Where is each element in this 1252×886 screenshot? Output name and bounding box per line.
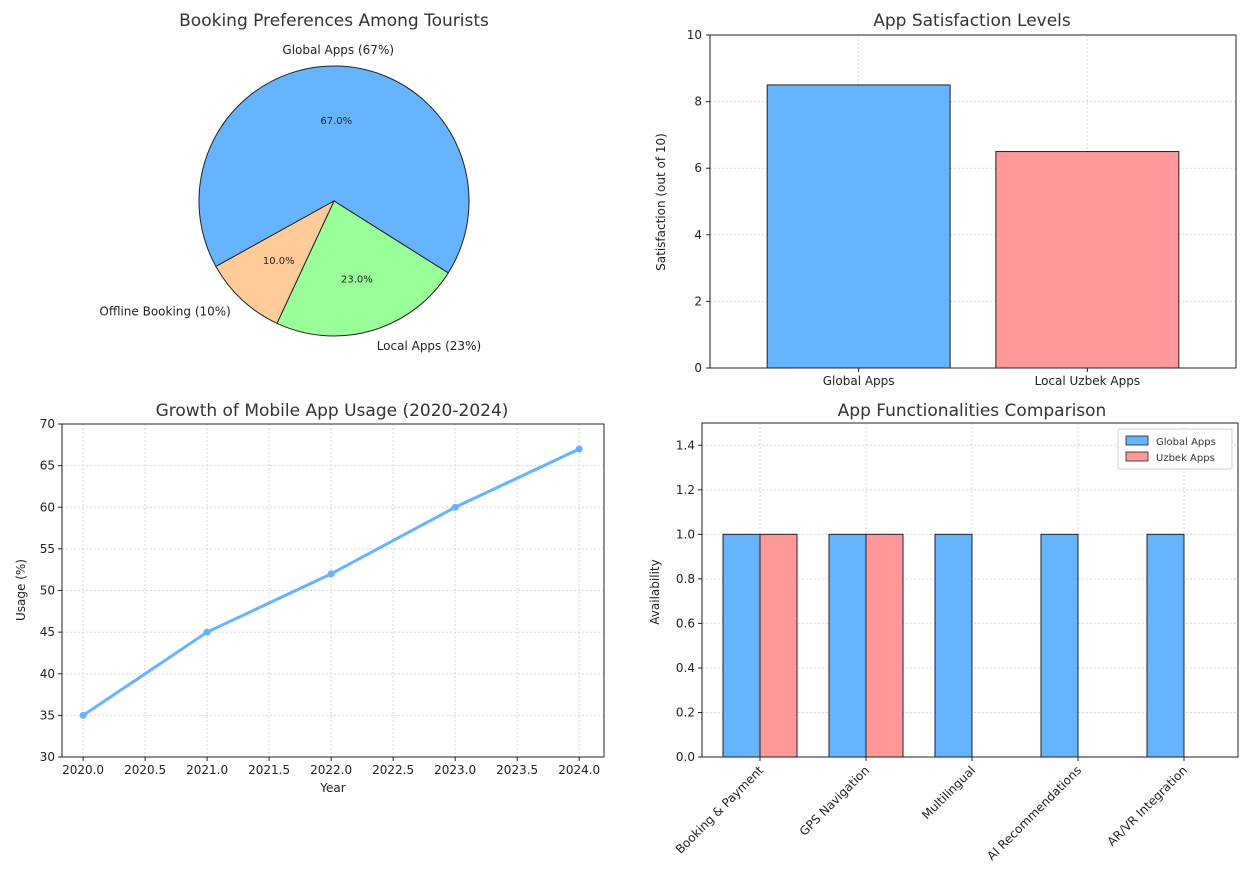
functionalities-ytick-label: 0.4 (676, 661, 695, 675)
satisfaction-ytick-label: 0 (694, 361, 702, 375)
line-xtick-label: 2021.0 (186, 763, 228, 777)
pie-pct-label-0: 67.0% (320, 116, 352, 127)
line-chart-usage-growth: Growth of Mobile App Usage (2020-2024) Y… (14, 401, 605, 795)
line-axes-frame (61, 423, 605, 758)
functionalities-ytick-label: 0.8 (676, 572, 695, 586)
line-ytick-label: 65 (40, 459, 55, 473)
satisfaction-ytick-label: 4 (694, 228, 702, 242)
line-ytick-label: 55 (40, 542, 55, 556)
pie-label-2: Offline Booking (10%) (99, 305, 230, 319)
line-point-0 (79, 711, 87, 719)
satisfaction-bar-1 (995, 151, 1180, 369)
functionalities-bar-0-2 (934, 533, 973, 758)
line-point-3 (451, 503, 459, 511)
legend-swatch-0 (1125, 435, 1149, 446)
functionalities-ytick-label: 1.4 (676, 438, 695, 452)
functionalities-title: App Functionalities Comparison (838, 401, 1107, 421)
satisfaction-xtick-label: Global Apps (823, 374, 895, 388)
functionalities-ytick-label: 1.0 (676, 527, 695, 541)
line-ytick-label: 70 (40, 417, 55, 431)
pie-slice-1 (276, 200, 449, 337)
functionalities-ytick-label: 1.2 (676, 483, 695, 497)
functionalities-xtick-label: Multilingual (919, 763, 978, 822)
legend-swatch-1 (1125, 451, 1149, 462)
satisfaction-ytick-label: 8 (694, 95, 702, 109)
pie-pct-label-1: 23.0% (341, 275, 373, 286)
bar-chart-satisfaction: App Satisfaction Levels Satisfaction (ou… (654, 11, 1237, 388)
functionalities-xtick-label: Booking & Payment (673, 763, 767, 857)
functionalities-bar-0-1 (828, 533, 867, 758)
functionalities-legend: Global Apps Uzbek Apps (1117, 428, 1233, 470)
pie-chart-booking-preferences: Booking Preferences Among Tourists 67.0%… (99, 11, 489, 353)
functionalities-xtick-label: AR/VR Integration (1105, 763, 1191, 849)
bar-chart-functionalities: App Functionalities Comparison Availabil… (648, 401, 1239, 863)
line-ytick-label: 35 (40, 708, 55, 722)
line-xtick-label: 2020.5 (124, 763, 166, 777)
pie-label-1: Local Apps (23%) (377, 339, 481, 353)
functionalities-ytick-label: 0.2 (676, 705, 695, 719)
line-point-2 (327, 570, 335, 578)
line-ytick-label: 40 (40, 667, 55, 681)
line-ytick-label: 30 (40, 750, 55, 764)
pie-label-0: Global Apps (67%) (282, 43, 394, 57)
functionalities-bar-0-0 (722, 533, 761, 758)
legend-label-1: Uzbek Apps (1156, 453, 1215, 464)
pie-slice-0 (198, 65, 470, 274)
functionalities-ylabel: Availability (648, 559, 662, 624)
line-xtick-label: 2023.5 (496, 763, 538, 777)
pie-pct-label-2: 10.0% (263, 256, 295, 267)
line-xtick-label: 2024.0 (558, 763, 600, 777)
satisfaction-ytick-label: 10 (687, 28, 702, 42)
functionalities-ytick-label: 0.6 (676, 616, 695, 630)
line-point-4 (575, 445, 583, 453)
satisfaction-axes-frame (709, 34, 1237, 369)
functionalities-bar-1-1 (865, 533, 904, 758)
line-xtick-label: 2020.0 (62, 763, 104, 777)
line-xtick-label: 2022.5 (372, 763, 414, 777)
functionalities-ytick-label: 0.0 (676, 750, 695, 764)
line-title: Growth of Mobile App Usage (2020-2024) (156, 401, 509, 421)
line-xlabel: Year (319, 781, 345, 795)
satisfaction-title: App Satisfaction Levels (873, 11, 1071, 31)
line-xtick-label: 2022.0 (310, 763, 352, 777)
legend-label-0: Global Apps (1156, 437, 1216, 448)
functionalities-bar-0-3 (1040, 533, 1079, 758)
pie-title: Booking Preferences Among Tourists (179, 11, 489, 31)
line-ytick-label: 45 (40, 625, 55, 639)
functionalities-xtick-label: AI Recommendations (984, 763, 1084, 863)
line-xtick-label: 2021.5 (248, 763, 290, 777)
satisfaction-ylabel: Satisfaction (out of 10) (654, 133, 668, 271)
satisfaction-xtick-label: Local Uzbek Apps (1035, 374, 1140, 388)
satisfaction-ytick-label: 2 (694, 294, 702, 308)
functionalities-axes-frame (701, 422, 1239, 758)
satisfaction-ytick-label: 6 (694, 161, 702, 175)
line-point-1 (203, 628, 211, 636)
line-ytick-label: 50 (40, 584, 55, 598)
functionalities-xtick-label: GPS Navigation (797, 763, 872, 838)
line-ytick-label: 60 (40, 500, 55, 514)
line-ylabel: Usage (%) (14, 559, 28, 621)
satisfaction-bar-0 (766, 84, 951, 369)
pie-slice-2 (215, 199, 336, 325)
functionalities-bar-0-4 (1146, 533, 1185, 758)
functionalities-bar-1-0 (759, 533, 798, 758)
line-xtick-label: 2023.0 (434, 763, 476, 777)
